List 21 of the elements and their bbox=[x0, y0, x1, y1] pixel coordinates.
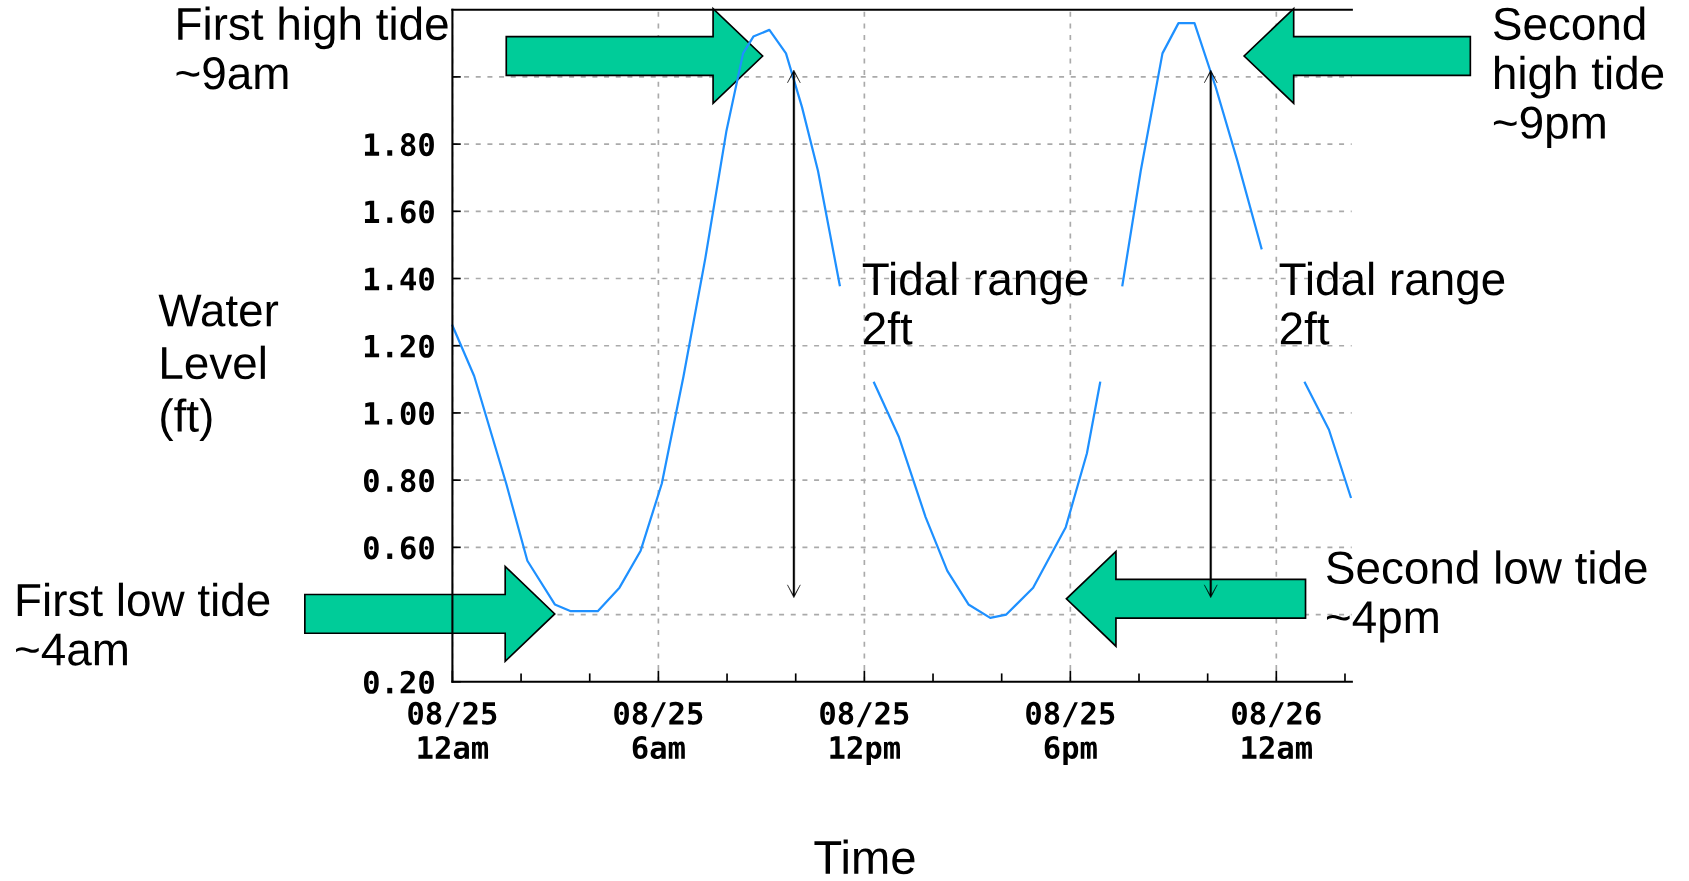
x-axis-title: Time bbox=[814, 839, 915, 875]
text: First low tide ~4am bbox=[16, 582, 270, 666]
x-tick-label: 08/25 6am bbox=[614, 701, 703, 760]
y-tick-label: 1.40 bbox=[364, 267, 434, 291]
y-tick-label: 1.60 bbox=[364, 200, 434, 224]
y-tick-label: 1.00 bbox=[364, 401, 434, 425]
annotation: Tidal range 2ft bbox=[1279, 261, 1505, 345]
text: First high tide ~9am bbox=[176, 6, 448, 90]
x-tick-label: 08/25 12am bbox=[408, 701, 497, 760]
y-tick-label: 1.20 bbox=[364, 334, 434, 358]
annotation: Tidal range 2ft bbox=[862, 261, 1088, 345]
y-tick-label: 1.80 bbox=[364, 133, 434, 157]
y-tick-label: 0.60 bbox=[364, 536, 434, 560]
y-tick-label: 0.80 bbox=[364, 469, 434, 493]
x-tick-label: 08/25 6pm bbox=[1026, 701, 1115, 765]
text: Second high tide ~9pm bbox=[1493, 6, 1664, 148]
y-tick-label: 0.20 bbox=[364, 670, 434, 694]
y-axis-title: Water Level (ft) bbox=[158, 294, 279, 442]
annotation: Second low tide ~4pm bbox=[1326, 550, 1647, 643]
x-tick-label: 08/26 12am bbox=[1232, 701, 1321, 760]
x-tick-label: 08/25 12pm bbox=[820, 701, 909, 765]
